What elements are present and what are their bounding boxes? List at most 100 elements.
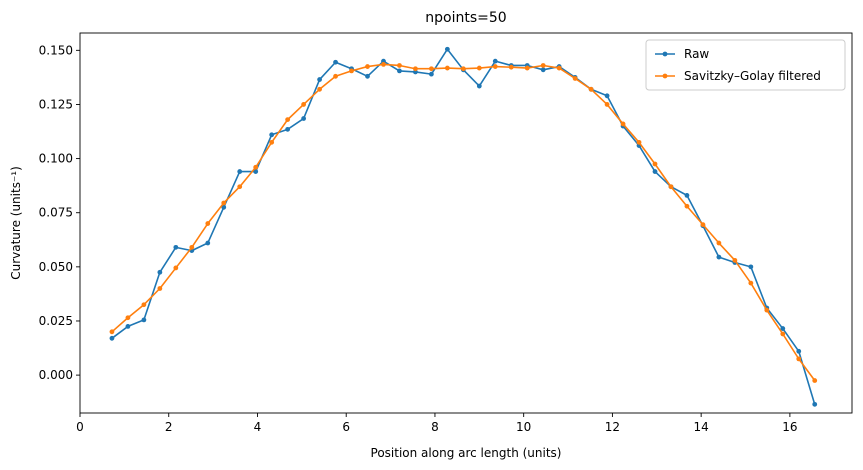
series-2-point [716, 240, 722, 246]
series-2-point [508, 64, 514, 70]
series-1-point [205, 240, 211, 246]
series-2-point [732, 257, 738, 263]
x-tick-label: 14 [694, 420, 709, 434]
series-1-point [173, 244, 179, 250]
legend-box [645, 39, 846, 91]
x-tick-label: 6 [342, 420, 350, 434]
series-2-point [636, 139, 642, 145]
series-2-point [684, 203, 690, 209]
series-1-point [716, 254, 722, 260]
y-tick-label: 0.075 [39, 206, 73, 220]
series-1-point [285, 126, 291, 132]
series-1-point [301, 116, 307, 121]
series-1-point [796, 348, 802, 354]
series-2-point [205, 221, 211, 226]
series-2-point [381, 62, 386, 67]
series-1-point [317, 77, 322, 82]
series-1-point [684, 192, 690, 198]
x-tick-label: 2 [165, 420, 173, 434]
series-2-point [285, 117, 291, 123]
series-1-point [269, 132, 275, 138]
series-2-point [796, 356, 802, 362]
series-2-point [301, 102, 307, 107]
series-2-point [125, 315, 131, 321]
y-tick-label: 0.025 [39, 314, 73, 328]
legend-marker-1 [662, 51, 668, 57]
legend-entry-2: Savitzky–Golay filtered [684, 69, 821, 83]
y-tick-label: 0.050 [39, 260, 73, 274]
series-1-point [333, 59, 338, 65]
series-1-point [141, 317, 147, 323]
y-tick-label: 0.000 [39, 368, 73, 382]
series-2-point [333, 73, 338, 79]
series-2-point [413, 66, 418, 72]
series-2-point [524, 65, 530, 71]
series-1-point [221, 204, 227, 210]
series-2-point [349, 68, 354, 74]
series-2-point [764, 307, 770, 313]
series-2-point [157, 286, 163, 291]
series-1-point [444, 46, 450, 52]
series-1-point [157, 269, 163, 275]
series-1-point [540, 67, 546, 73]
series-2-point [189, 244, 195, 250]
chart-title: npoints=50 [425, 10, 506, 26]
series-1-point [253, 169, 259, 174]
series-1-point [476, 83, 482, 89]
series-2-point [365, 64, 370, 69]
series-1-point [397, 68, 402, 74]
series-1-point [492, 58, 498, 64]
series-2-point [253, 164, 259, 170]
x-tick-label: 8 [431, 420, 439, 434]
series-2-point [476, 65, 482, 71]
legend: Raw Savitzky–Golay filtered [645, 39, 846, 91]
series-2-point [812, 378, 818, 383]
series-2-point [700, 222, 706, 228]
series-2-point [748, 280, 754, 286]
series-2-point [652, 161, 658, 167]
series-2-point [668, 184, 674, 190]
series-2-point [556, 65, 562, 71]
x-tick-label: 0 [76, 420, 84, 434]
series-2-point [317, 86, 322, 92]
series-1-point [237, 169, 243, 174]
series-1-point [365, 73, 370, 79]
series-2-point [269, 139, 275, 145]
series-1-point [125, 323, 131, 329]
series-2-point [460, 66, 466, 72]
x-tick-label: 4 [254, 420, 262, 434]
series-1-point [748, 264, 754, 270]
series-1-point [604, 93, 610, 99]
x-tick-label: 16 [782, 420, 797, 434]
series-1-point [109, 335, 115, 341]
series-line-1 [111, 48, 816, 405]
x-tick-label: 12 [605, 420, 620, 434]
series-2-point [428, 66, 434, 72]
series-1-point [812, 401, 818, 407]
series-2-point [620, 121, 626, 127]
series-2-point [141, 302, 147, 308]
x-tick-label: 10 [516, 420, 531, 434]
y-tick-label: 0.125 [39, 97, 73, 111]
legend-marker-2 [662, 73, 668, 79]
series-2-point [237, 184, 243, 190]
series-2-point [588, 86, 594, 92]
legend-entry-1: Raw [684, 47, 709, 61]
series-2-point [572, 76, 578, 81]
series-2-point [780, 331, 786, 337]
series-2-point [604, 102, 610, 107]
y-axis-label: Curvature (units⁻¹) [9, 166, 23, 280]
series-2-point [173, 265, 179, 271]
series-2-point [540, 63, 546, 68]
x-axis-label: Position along arc length (units) [371, 446, 562, 460]
series-2-point [109, 329, 115, 335]
series-1-point [780, 326, 786, 331]
plot-area: 0 2 4 6 8 10 12 14 16 0.000 0.025 0.050 0.075 0.100 0.… [39, 32, 853, 434]
series-1-point [652, 169, 658, 174]
series-2-point [492, 64, 498, 69]
series-2-point [221, 200, 227, 206]
series-1-point [428, 71, 434, 77]
plot-frame [79, 32, 853, 414]
y-tick-label: 0.100 [39, 152, 73, 166]
